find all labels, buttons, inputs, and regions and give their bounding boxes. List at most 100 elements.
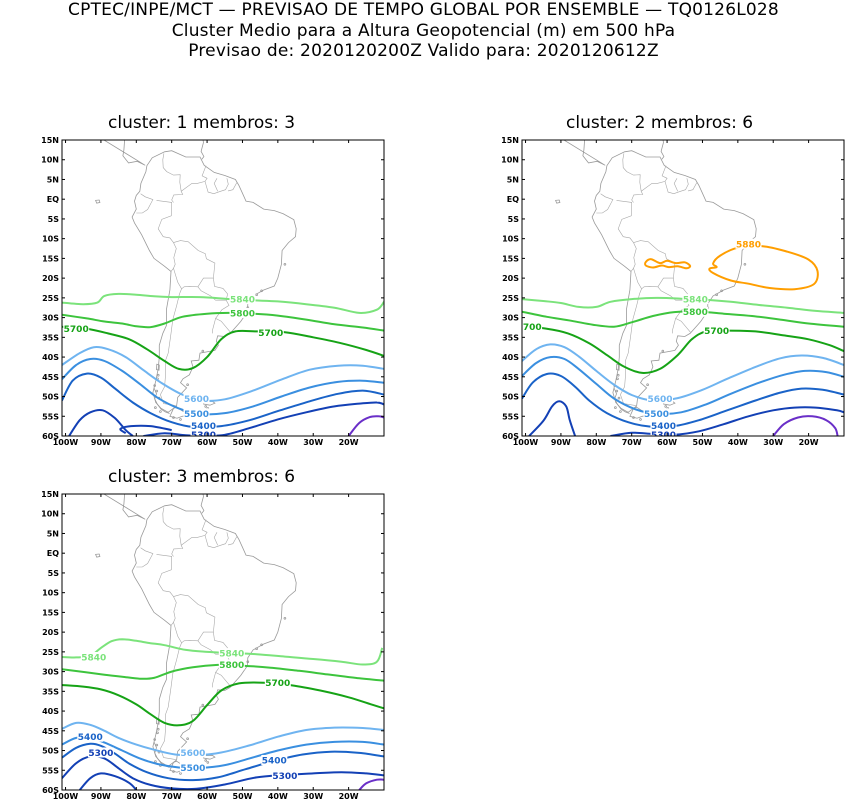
coastline	[201, 135, 204, 159]
island	[662, 350, 664, 352]
map-layer: 5880584058005700 57005600550054005300	[516, 108, 844, 441]
lat-label: 20S	[502, 274, 519, 283]
country-border	[213, 318, 216, 333]
contour-label: 5500	[644, 410, 669, 420]
lat-label: 20S	[42, 274, 59, 283]
island	[284, 263, 286, 265]
island	[620, 411, 622, 413]
lon-label: 20W	[339, 438, 359, 447]
lat-label: 45S	[42, 727, 59, 736]
contour-5300	[62, 756, 384, 789]
island	[157, 728, 159, 730]
lon-label: 30W	[303, 438, 323, 447]
lat-label: 45S	[42, 373, 59, 382]
island	[207, 762, 209, 764]
lat-label: 15S	[42, 254, 59, 263]
country-border	[631, 243, 636, 272]
island	[180, 419, 182, 421]
contour-label: 5400	[262, 757, 287, 767]
contour-label: 5700	[517, 323, 542, 333]
country-border	[157, 200, 174, 242]
lon-label: 20W	[339, 792, 359, 801]
lat-label: 35S	[42, 333, 59, 342]
island	[205, 760, 207, 762]
lat-label: 20S	[42, 628, 59, 637]
country-border	[136, 194, 153, 213]
lon-label: 50W	[693, 438, 713, 447]
island	[618, 397, 620, 399]
island	[284, 617, 286, 619]
country-border	[157, 554, 174, 596]
country-border	[214, 532, 218, 545]
lon-label: 40W	[268, 792, 288, 801]
contour-label: 5840	[683, 296, 708, 306]
contour-5880	[645, 259, 690, 268]
lat-label: EQ	[47, 195, 59, 204]
lon-label: 80W	[126, 792, 146, 801]
lat-label: 25S	[42, 294, 59, 303]
lon-label: 90W	[91, 438, 111, 447]
lat-label: 15N	[501, 136, 519, 145]
island	[202, 350, 204, 352]
island	[187, 738, 189, 740]
lat-label: 10S	[42, 235, 59, 244]
country-border	[634, 241, 675, 289]
island	[160, 411, 162, 413]
contour-5840	[62, 294, 384, 313]
island	[640, 419, 642, 421]
lat-label: 5S	[508, 215, 520, 224]
lat-label: 55S	[42, 412, 59, 421]
island	[617, 378, 619, 380]
island	[157, 374, 159, 376]
country-border	[216, 300, 231, 332]
island	[155, 761, 157, 763]
lat-label: 30S	[42, 668, 59, 677]
country-border	[181, 520, 207, 546]
island	[615, 407, 617, 409]
island	[202, 704, 204, 706]
contour-label: 5300	[272, 772, 297, 782]
lon-label: 70W	[162, 792, 182, 801]
lat-label: 50S	[502, 393, 519, 402]
lon-label: 60W	[197, 792, 217, 801]
island	[155, 407, 157, 409]
header-line-2: Cluster Medio para a Altura Geopotencial…	[0, 21, 847, 41]
contour-label: 5840	[219, 650, 244, 660]
island	[156, 390, 158, 392]
island	[665, 406, 667, 408]
contour-label: 5800	[230, 309, 255, 319]
header-line-1: CPTEC/INPE/MCT — PREVISAO DE TEMPO GLOBA…	[0, 0, 847, 20]
lat-label: 15N	[41, 490, 59, 499]
contour-label: 5700	[64, 325, 89, 335]
lat-label: 5S	[48, 569, 60, 578]
lat-label: 40S	[42, 707, 59, 716]
lat-label: 25S	[42, 648, 59, 657]
island	[187, 384, 189, 386]
lon-label: 100W	[53, 438, 79, 447]
lon-label: 90W	[91, 792, 111, 801]
country-border	[617, 200, 634, 242]
lat-label: 40S	[42, 353, 59, 362]
country-border	[214, 178, 218, 191]
lon-label: 80W	[126, 438, 146, 447]
map-frame	[522, 140, 844, 436]
contour-label: 5600	[184, 395, 209, 405]
lat-label: 55S	[502, 412, 519, 421]
contour-5200	[359, 779, 384, 790]
lat-label: EQ	[47, 549, 59, 558]
lat-label: 50S	[42, 393, 59, 402]
lat-label: 10S	[502, 235, 519, 244]
island	[205, 406, 207, 408]
contour-label: 5400	[78, 733, 103, 743]
contour-5600	[62, 347, 384, 401]
contour-label: 5800	[683, 308, 708, 318]
lat-label: 10N	[41, 156, 59, 165]
country-border	[641, 166, 667, 192]
country-border	[623, 153, 643, 202]
island	[256, 648, 258, 650]
country-border	[205, 178, 228, 193]
lon-label: 30W	[303, 792, 323, 801]
country-border	[596, 194, 613, 213]
